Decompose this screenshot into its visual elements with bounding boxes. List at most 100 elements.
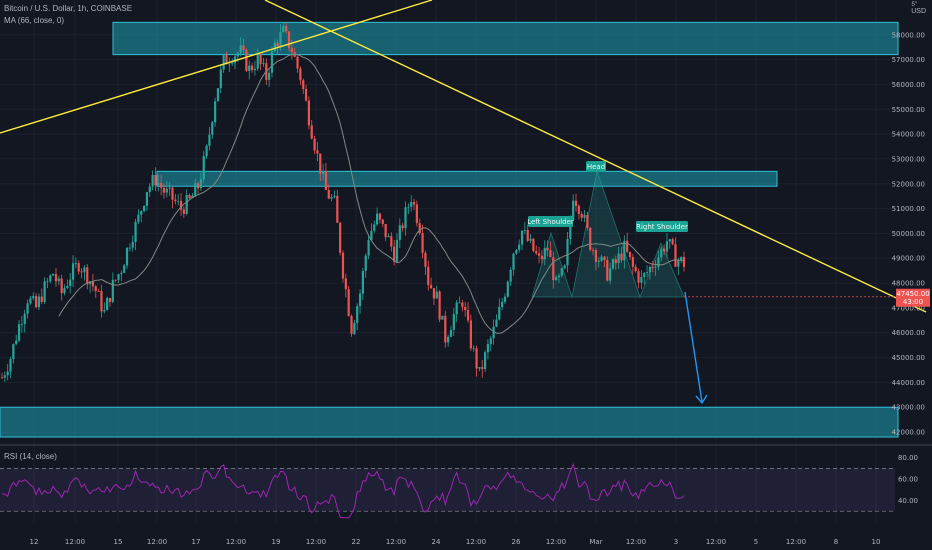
candle-body [387,236,390,238]
price-tick-label: 48000.00 [892,280,925,288]
candle-body [35,296,38,308]
candle-body [290,48,293,53]
candle-body [577,205,580,214]
candle-body [466,310,470,321]
candle-body [222,55,225,70]
candle-body [680,257,683,261]
candle-body [628,251,632,258]
projection-arrow[interactable] [684,291,708,405]
candle-body [336,195,339,223]
candle-body [205,145,208,156]
candle-body [49,275,52,282]
candle-body [313,138,316,151]
candle-body [316,150,319,154]
candle-body [282,25,285,33]
candle-body [111,279,114,302]
candle-body [609,268,612,281]
candle-body [231,62,234,64]
price-axis[interactable]: 42000.00 43000.00 44000.00 45000.00 46000.00… [892,31,925,505]
symbol-title[interactable]: Bitcoin / U.S. Dollar, 1h, COINBASE [4,4,133,13]
candle-body [40,296,43,302]
candle-body [157,182,160,186]
candle-body [421,233,424,253]
arrow-head [695,394,708,405]
falling-trendline [264,0,927,313]
price-tick-label: 49000.00 [892,255,925,263]
rsi-legend[interactable]: RSI (14, close) [4,452,57,461]
candle-body [202,155,205,180]
candle-body [185,195,188,214]
candle-body [478,367,481,369]
candle-body [162,187,166,193]
time-axis[interactable]: 12 12:00 15 12:00 17 12:00 19 12:00 22 12:00 24 12:… [30,538,881,546]
candle-body [219,69,222,89]
candle-body [438,291,441,320]
candle-body [60,278,63,294]
candle-body [287,31,291,49]
candle-body [566,239,569,266]
candle-body [427,266,430,286]
candle-body [330,197,333,199]
candle-body [455,302,458,315]
time-tick-label: 19 [272,538,281,546]
candle-body [123,265,126,273]
time-tick-label: 24 [432,538,441,546]
candle-body [671,239,674,245]
pattern-label-bg [528,216,573,227]
candle-body [376,213,379,225]
candle-body [358,293,362,307]
candle-body [648,267,651,273]
candle-body [12,344,15,360]
price-tick-label: 51000.00 [892,205,925,213]
candle-body [429,285,433,289]
time-tick-label: 8 [834,538,838,546]
candle-body [307,100,310,126]
rsi-line [1,462,685,519]
candle-body [9,359,12,372]
candle-body [518,244,521,250]
rsi-tick-label: 60.00 [898,476,918,484]
time-tick-label: 22 [352,538,361,546]
candle-body [216,88,220,102]
price-tick-label: 45000.00 [892,354,925,362]
candle-body [199,179,203,189]
candle-body [384,223,387,238]
candle-body [591,249,595,251]
time-tick-label: 5 [754,538,758,546]
candle-body [80,271,83,273]
candle-body [296,56,299,69]
candle-body [37,296,41,308]
price-tick-label: 42000.00 [892,429,925,437]
last-price-value: 47450.00 [896,290,929,298]
currency-label[interactable]: USD [911,8,926,15]
candle-body [560,268,563,276]
candle-body [242,45,245,51]
trendlines[interactable] [0,0,927,313]
candle-body [614,259,617,264]
candle-body [248,65,251,71]
candle-body [171,187,174,200]
candle-body [32,296,35,299]
candle-body [196,183,200,189]
candle-body [583,214,586,218]
price-tick-label: 54000.00 [892,131,925,139]
candle-body [103,310,106,312]
candle-body [52,274,55,276]
candle-body [367,240,370,256]
candle-body [148,186,151,193]
pattern-label-bg [586,161,606,172]
candle-body [668,239,671,242]
candle-body [412,201,416,205]
candle-body [492,326,495,339]
candle-body [347,289,350,316]
candle-body [643,273,646,277]
candle-body [469,320,472,349]
candle-body [586,214,589,229]
price-zone [112,21,899,56]
price-tick-label: 44000.00 [892,379,925,387]
candle-body [617,253,620,264]
ma-legend[interactable]: MA (66, close, 0) [4,16,65,25]
candle-body [83,267,86,273]
candle-body [268,72,271,80]
